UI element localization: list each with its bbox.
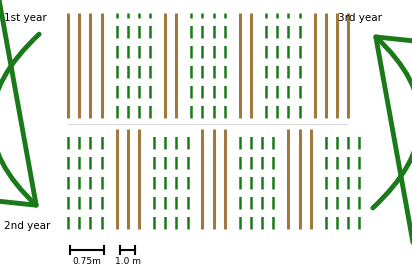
Text: 1st year: 1st year	[4, 13, 47, 23]
Text: 0.75m: 0.75m	[73, 257, 101, 266]
Text: 1.0 m: 1.0 m	[115, 257, 140, 266]
FancyArrowPatch shape	[373, 37, 412, 269]
Text: 3rd year: 3rd year	[338, 13, 382, 23]
FancyArrowPatch shape	[0, 0, 39, 205]
Text: 2nd year: 2nd year	[4, 221, 51, 231]
